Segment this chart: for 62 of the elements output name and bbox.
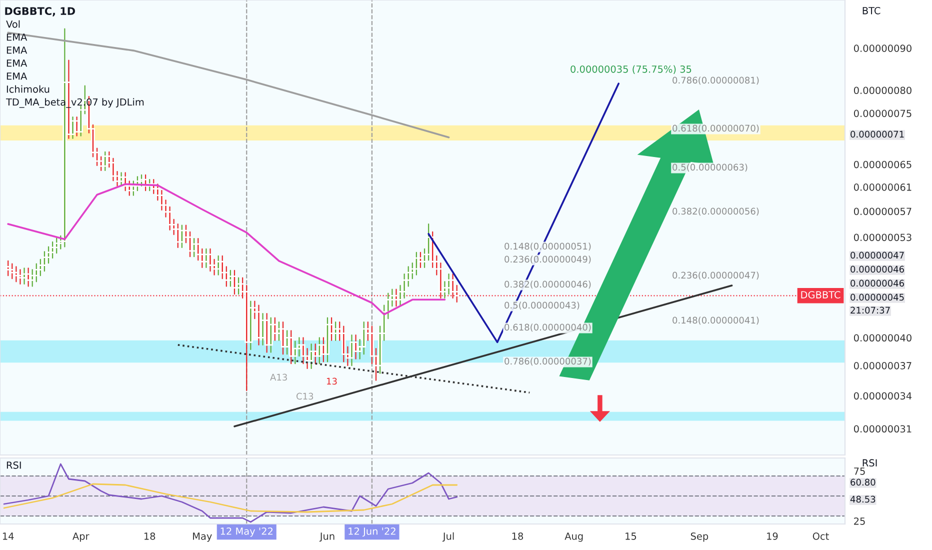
- x-tick-label: Apr: [72, 532, 90, 542]
- annotation: Ichimoku: [6, 85, 50, 93]
- y-tick-label: 0.00000040: [854, 334, 912, 342]
- annotation: EMA: [6, 60, 28, 67]
- y-tick-label: 0.00000090: [854, 44, 912, 52]
- annotation: A13: [270, 374, 287, 381]
- annotation: 13: [326, 378, 337, 385]
- ref-line-label: 12 May '22: [220, 527, 272, 537]
- x-tick-label: Sep: [690, 532, 708, 542]
- y-tick-label: 0.00000031: [854, 425, 912, 433]
- text: 0.00000045: [850, 294, 904, 301]
- annotation: 0.5(0.00000063): [672, 164, 748, 172]
- text: 48.53: [850, 496, 876, 503]
- y-tick-label: 0.00000034: [854, 392, 912, 400]
- text: 0.00000046: [850, 266, 904, 273]
- text: 60.80: [850, 478, 876, 486]
- annotation: 0.148(0.00000041): [672, 316, 759, 325]
- y-tick-label: 75: [854, 468, 865, 475]
- y-axis-title: RSI: [862, 459, 877, 467]
- annotation: 0.618(0.00000040): [504, 324, 591, 332]
- y-axis-title: BTC: [862, 6, 880, 14]
- x-tick-label: Jun: [319, 532, 334, 542]
- x-tick-label: Aug: [564, 532, 583, 542]
- text: 0.00000071: [850, 130, 904, 138]
- text: DGBBTC, 1D: [5, 7, 75, 16]
- annotation: 0.786(0.00000081): [672, 76, 759, 85]
- x-tick-label: 14: [2, 532, 14, 540]
- annotation: EMA: [6, 34, 28, 41]
- y-tick-label: 0.00000080: [854, 86, 912, 94]
- y-tick-label: 0.00000053: [854, 234, 912, 242]
- text: 0.00000047: [850, 252, 904, 259]
- annotation: 0.00000035 (75.75%) 35: [570, 65, 692, 74]
- annotation: 0.786(0.00000037): [504, 358, 591, 366]
- annotation: RSI: [6, 461, 21, 469]
- annotation: Vol: [6, 20, 20, 28]
- text: 21:07:37: [850, 306, 890, 314]
- annotation: 0.5(0.00000043): [504, 302, 580, 310]
- annotation: 0.148(0.00000051): [504, 242, 591, 251]
- x-tick-label: 19: [767, 532, 778, 540]
- annotation: 0.382(0.00000056): [672, 208, 759, 216]
- x-tick-label: 15: [626, 532, 636, 540]
- y-tick-label: 0.00000075: [854, 110, 912, 118]
- x-tick-label: 18: [512, 532, 524, 540]
- annotation: 0.236(0.00000047): [672, 272, 759, 280]
- y-tick-label: 0.00000065: [854, 160, 912, 168]
- text: 0.00000046: [850, 280, 904, 287]
- y-tick-label: 0.00000037: [854, 362, 912, 370]
- annotation: 0.382(0.00000046): [504, 280, 591, 289]
- x-tick-label: May: [193, 532, 212, 542]
- y-tick-label: 25: [854, 517, 865, 525]
- ref-line-label: 12 Jun '22: [348, 527, 396, 537]
- annotation: 0.618(0.00000070): [672, 124, 759, 133]
- annotation: EMA: [6, 46, 28, 54]
- annotation: EMA: [6, 72, 28, 80]
- y-tick-label: 0.00000057: [854, 208, 912, 216]
- annotation: 0.236(0.00000049): [504, 256, 591, 264]
- x-tick-label: Oct: [812, 532, 829, 540]
- ref-line-label: DGBBTC: [801, 291, 840, 298]
- x-tick-label: 18: [144, 532, 156, 540]
- y-tick-label: 0.00000061: [854, 184, 912, 191]
- x-tick-label: Jul: [442, 532, 454, 542]
- annotation: C13: [296, 392, 314, 400]
